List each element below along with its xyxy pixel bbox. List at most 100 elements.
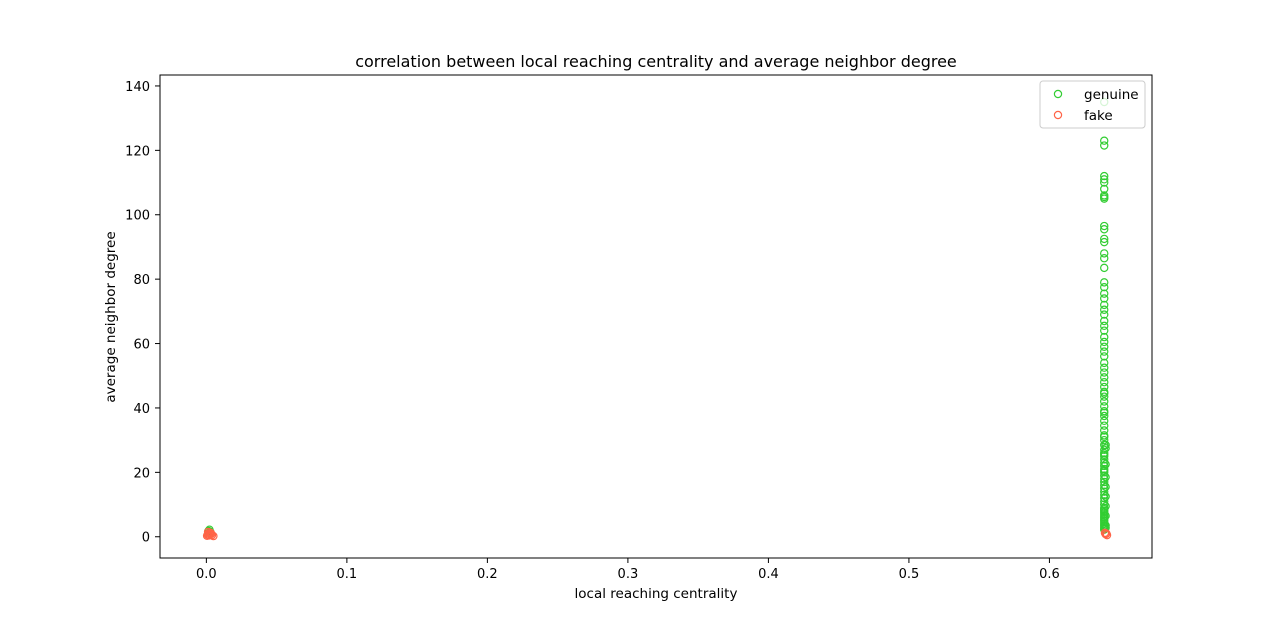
data-point-genuine xyxy=(1100,282,1109,292)
y-tick-label: 20 xyxy=(133,466,150,481)
data-point-genuine xyxy=(1100,458,1109,467)
y-tick-label: 140 xyxy=(125,80,150,95)
data-points xyxy=(202,97,1112,541)
y-tick-label: 0 xyxy=(142,531,150,546)
data-point-genuine xyxy=(1100,237,1109,247)
data-point-genuine xyxy=(1100,234,1109,244)
legend-marker-fake xyxy=(1053,110,1063,120)
data-point-genuine xyxy=(1100,175,1109,184)
x-tick-label: 0.0 xyxy=(196,567,217,582)
data-point-genuine xyxy=(1100,300,1109,310)
data-point-fake xyxy=(207,529,216,539)
data-point-genuine xyxy=(1101,443,1110,453)
data-point-genuine xyxy=(1100,310,1109,319)
y-tick-label: 60 xyxy=(133,338,150,353)
data-point-genuine xyxy=(1100,493,1109,503)
data-point-genuine xyxy=(1100,481,1109,490)
data-point-genuine xyxy=(1100,221,1109,231)
data-point-genuine xyxy=(1100,411,1109,421)
x-tick-label: 0.5 xyxy=(899,567,920,582)
data-point-genuine xyxy=(1100,435,1109,445)
data-point-genuine xyxy=(1100,426,1109,435)
x-tick-label: 0.6 xyxy=(1039,567,1060,582)
data-point-genuine xyxy=(1101,492,1110,501)
data-point-genuine xyxy=(1100,136,1109,145)
data-point-genuine xyxy=(1101,511,1110,521)
data-point-genuine xyxy=(1100,321,1109,331)
plot-area-frame xyxy=(159,74,1153,559)
data-point-genuine xyxy=(1100,497,1109,506)
legend-label-fake: fake xyxy=(1084,108,1113,124)
data-point-genuine xyxy=(1100,352,1109,361)
data-point-genuine xyxy=(1100,184,1109,194)
data-point-genuine xyxy=(1100,358,1109,368)
data-point-fake xyxy=(209,531,218,541)
data-point-genuine xyxy=(1100,178,1109,187)
data-point-genuine xyxy=(1100,249,1109,258)
data-point-genuine xyxy=(1100,382,1109,392)
data-point-genuine xyxy=(1100,316,1109,326)
data-point-genuine xyxy=(1100,402,1109,411)
data-point-genuine xyxy=(1100,363,1109,372)
x-tick-label: 0.4 xyxy=(758,567,779,582)
y-tick-label: 40 xyxy=(133,402,150,417)
data-point-genuine xyxy=(1100,225,1109,234)
x-tick-label: 0.1 xyxy=(337,567,358,582)
data-point-genuine xyxy=(1100,289,1109,298)
y-tick-label: 80 xyxy=(133,273,150,288)
data-point-genuine xyxy=(1100,421,1109,430)
data-point-genuine xyxy=(1101,472,1110,482)
data-point-genuine xyxy=(1100,368,1109,377)
legend-marker-genuine xyxy=(1053,89,1063,99)
data-point-genuine xyxy=(1100,477,1109,487)
data-point-genuine xyxy=(1100,408,1109,417)
x-axis-label: local reaching centrality xyxy=(575,586,738,602)
data-point-genuine xyxy=(1100,294,1109,303)
data-point-genuine xyxy=(1101,460,1110,469)
data-point-genuine xyxy=(1100,455,1109,464)
y-axis-label: average neighbor degree xyxy=(103,231,119,402)
data-point-genuine xyxy=(1100,484,1109,493)
data-point-genuine xyxy=(1100,490,1109,500)
data-point-genuine xyxy=(1100,332,1109,342)
data-point-genuine xyxy=(1100,254,1109,263)
legend: genuine fake xyxy=(1039,80,1146,129)
data-point-genuine xyxy=(1100,141,1109,150)
x-tick-label: 0.2 xyxy=(477,567,498,582)
x-axis-ticks: 0.0 0.1 0.2 0.3 0.4 0.5 0.6 xyxy=(196,558,1060,582)
data-point-genuine xyxy=(1100,278,1109,287)
data-point-genuine xyxy=(1101,501,1110,511)
data-point-genuine xyxy=(1100,471,1109,480)
data-point-genuine xyxy=(1100,377,1109,387)
chart-title: correlation between local reaching centr… xyxy=(355,52,957,71)
data-point-genuine xyxy=(1100,171,1109,181)
data-point-genuine xyxy=(1100,347,1109,356)
legend-box xyxy=(1039,80,1146,129)
x-tick-label: 0.3 xyxy=(618,567,639,582)
data-point-genuine xyxy=(1100,392,1109,401)
data-point-genuine xyxy=(1100,263,1109,273)
data-point-genuine xyxy=(1100,432,1109,442)
data-point-genuine xyxy=(1101,482,1110,492)
data-point-genuine xyxy=(1100,474,1109,483)
data-point-genuine xyxy=(1100,487,1109,496)
data-point-genuine xyxy=(1100,337,1109,347)
data-point-genuine xyxy=(1100,500,1109,509)
data-point-genuine xyxy=(1100,397,1109,406)
data-point-genuine xyxy=(1100,194,1109,203)
data-point-genuine xyxy=(1101,440,1110,450)
data-point-genuine xyxy=(1100,445,1109,455)
data-point-genuine xyxy=(1100,326,1109,335)
y-axis-ticks: 0 20 40 60 80 100 120 140 xyxy=(125,80,160,546)
y-tick-label: 120 xyxy=(125,144,150,159)
data-point-genuine xyxy=(1100,373,1109,382)
data-point-fake xyxy=(1102,530,1112,540)
data-point-genuine xyxy=(1100,461,1109,471)
data-point-genuine xyxy=(1100,342,1109,351)
data-point-genuine xyxy=(1100,305,1109,314)
legend-label-genuine: genuine xyxy=(1084,87,1139,103)
data-point-genuine xyxy=(1100,389,1109,398)
data-point-genuine xyxy=(1100,416,1109,426)
y-tick-label: 100 xyxy=(125,209,150,224)
